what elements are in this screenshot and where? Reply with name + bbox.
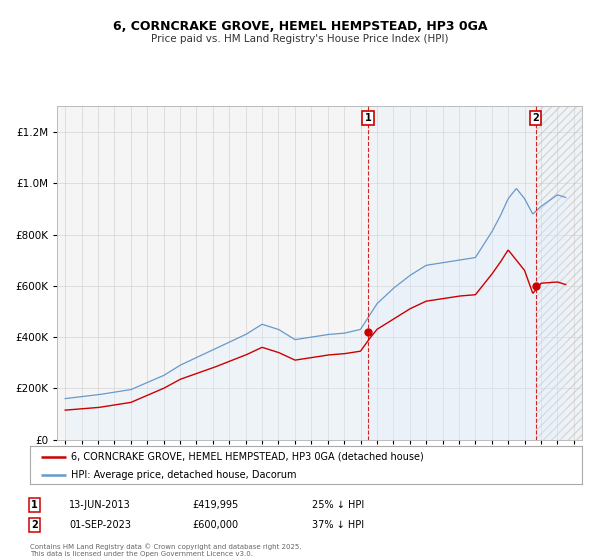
Text: 1: 1: [31, 500, 38, 510]
Text: 2: 2: [31, 520, 38, 530]
Text: HPI: Average price, detached house, Dacorum: HPI: Average price, detached house, Daco…: [71, 470, 297, 480]
Text: 13-JUN-2013: 13-JUN-2013: [69, 500, 131, 510]
Text: 6, CORNCRAKE GROVE, HEMEL HEMPSTEAD, HP3 0GA: 6, CORNCRAKE GROVE, HEMEL HEMPSTEAD, HP3…: [113, 20, 487, 32]
Bar: [536, 106, 582, 440]
Text: Price paid vs. HM Land Registry's House Price Index (HPI): Price paid vs. HM Land Registry's House …: [151, 34, 449, 44]
Text: 25% ↓ HPI: 25% ↓ HPI: [312, 500, 364, 510]
Text: 1: 1: [365, 113, 371, 123]
Text: 37% ↓ HPI: 37% ↓ HPI: [312, 520, 364, 530]
Text: 2: 2: [532, 113, 539, 123]
Bar: [368, 106, 582, 440]
Text: Contains HM Land Registry data © Crown copyright and database right 2025.
This d: Contains HM Land Registry data © Crown c…: [30, 544, 302, 557]
Text: 6, CORNCRAKE GROVE, HEMEL HEMPSTEAD, HP3 0GA (detached house): 6, CORNCRAKE GROVE, HEMEL HEMPSTEAD, HP3…: [71, 452, 424, 462]
Text: 01-SEP-2023: 01-SEP-2023: [69, 520, 131, 530]
Bar: [536, 106, 582, 440]
Text: £419,995: £419,995: [192, 500, 238, 510]
Text: £600,000: £600,000: [192, 520, 238, 530]
